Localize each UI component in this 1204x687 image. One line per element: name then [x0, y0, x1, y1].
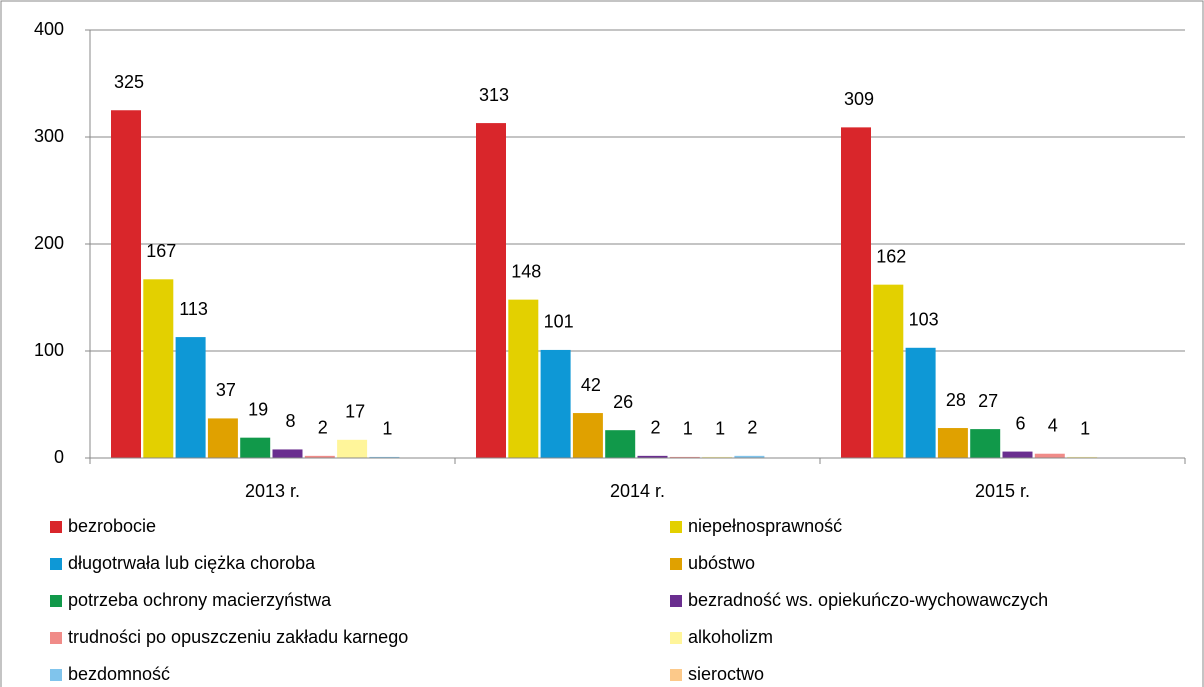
value-label: 313: [479, 85, 509, 105]
bar: [734, 455, 765, 458]
legend-label: ubóstwo: [688, 553, 755, 573]
value-label: 1: [715, 419, 725, 439]
value-label: 325: [114, 72, 144, 92]
x-tick-label: 2014 r.: [610, 481, 665, 501]
legend-swatch: [670, 632, 682, 644]
legend-swatch: [50, 632, 62, 644]
value-label: 6: [1015, 413, 1025, 433]
value-label: 2: [318, 418, 328, 438]
legend-label: bezrobocie: [68, 516, 156, 536]
legend-swatch: [670, 558, 682, 570]
value-label: 4: [1048, 415, 1058, 435]
value-label: 42: [581, 375, 601, 395]
bar: [207, 418, 238, 458]
value-label: 103: [909, 310, 939, 330]
bar: [572, 413, 603, 458]
value-label: 1: [382, 419, 392, 439]
bar: [873, 284, 904, 458]
value-label: 167: [146, 241, 176, 261]
bar: [905, 347, 936, 458]
value-label: 101: [544, 312, 574, 332]
value-label: 8: [285, 411, 295, 431]
bar: [476, 123, 506, 458]
legend-label: trudności po opuszczeniu zakładu karnego: [68, 627, 408, 647]
legend-swatch: [670, 521, 682, 533]
bar: [669, 456, 700, 458]
bar: [143, 279, 174, 458]
bar: [970, 429, 1001, 458]
bar: [637, 455, 668, 458]
legend-label: bezdomność: [68, 664, 170, 684]
value-label: 309: [844, 89, 874, 109]
legend-swatch: [670, 669, 682, 681]
bar: [240, 437, 271, 458]
legend-label: alkoholizm: [688, 627, 773, 647]
value-label: 37: [216, 380, 236, 400]
bar: [369, 456, 400, 458]
bar: [605, 430, 636, 458]
legend-label: sieroctwo: [688, 664, 764, 684]
bar: [111, 110, 141, 458]
value-label: 148: [511, 261, 541, 281]
legend-swatch: [670, 595, 682, 607]
bar: [1067, 456, 1098, 458]
x-tick-label: 2015 r.: [975, 481, 1030, 501]
y-tick-label: 400: [34, 19, 64, 39]
bar: [508, 299, 539, 458]
bar: [272, 449, 303, 458]
y-tick-label: 200: [34, 233, 64, 253]
bar: [841, 127, 871, 459]
y-tick-label: 100: [34, 340, 64, 360]
value-label: 113: [179, 299, 208, 319]
value-label: 2: [650, 418, 660, 438]
bar: [175, 337, 206, 458]
value-label: 19: [248, 399, 268, 419]
y-tick-label: 300: [34, 126, 64, 146]
value-label: 26: [613, 392, 633, 412]
bar: [1034, 453, 1065, 458]
bar: [937, 428, 968, 458]
legend-swatch: [50, 558, 62, 570]
legend-label: bezradność ws. opiekuńczo-wychowawczych: [688, 590, 1048, 610]
legend-label: niepełnosprawność: [688, 516, 842, 536]
value-label: 17: [345, 402, 365, 422]
y-tick-label: 0: [54, 447, 64, 467]
value-label: 162: [876, 246, 906, 266]
bar: [304, 455, 335, 458]
legend-swatch: [50, 669, 62, 681]
legend-label: potrzeba ochrony macierzyństwa: [68, 590, 332, 610]
x-tick-label: 2013 r.: [245, 481, 300, 501]
bar: [540, 349, 571, 458]
legend-label: długotrwała lub ciężka choroba: [68, 553, 316, 573]
legend-swatch: [50, 595, 62, 607]
value-label: 28: [946, 390, 966, 410]
value-label: 27: [978, 391, 998, 411]
value-label: 1: [683, 419, 693, 439]
bar: [702, 456, 733, 458]
bar: [337, 439, 368, 458]
value-label: 1: [1080, 419, 1090, 439]
value-label: 2: [747, 418, 757, 438]
legend-swatch: [50, 521, 62, 533]
bar: [1002, 451, 1033, 458]
